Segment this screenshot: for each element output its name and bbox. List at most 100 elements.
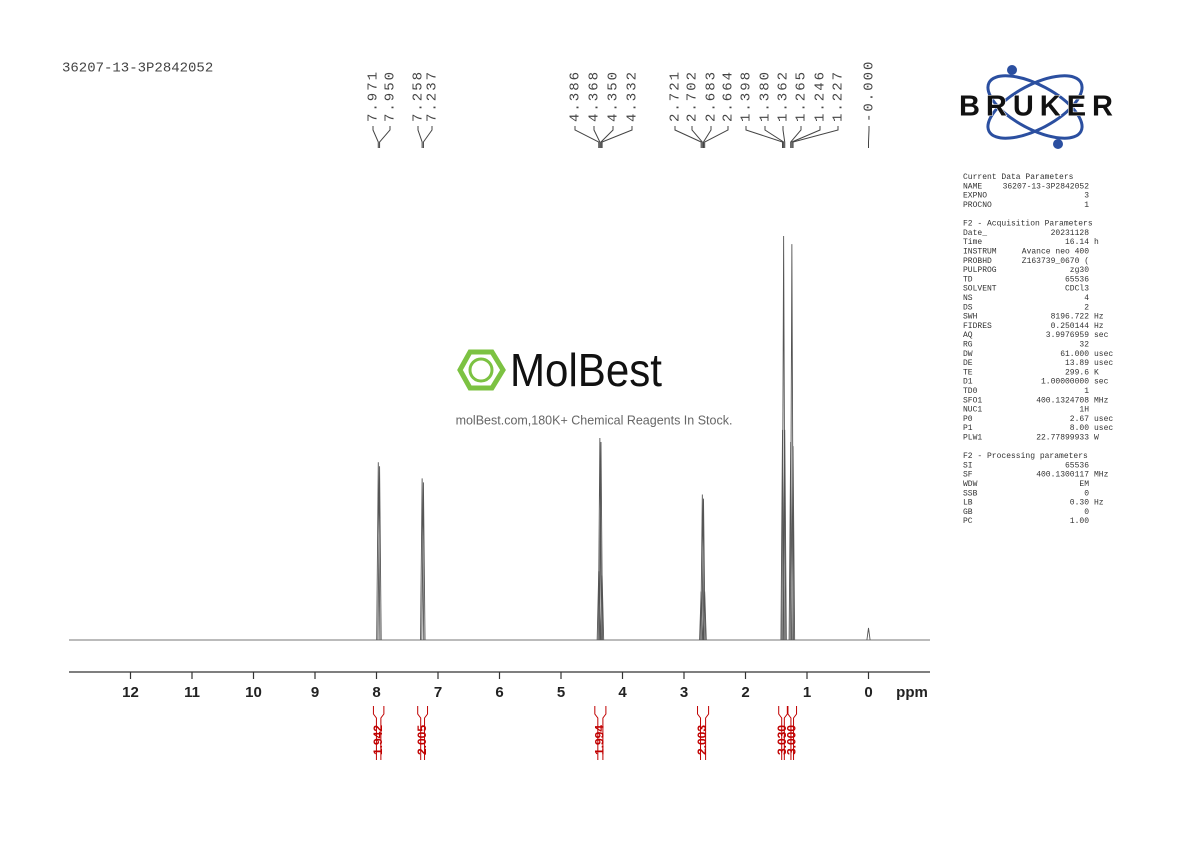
x-tick-label: 2 bbox=[741, 684, 749, 701]
x-tick-label: 9 bbox=[311, 684, 319, 701]
param-value: 2 bbox=[1084, 303, 1089, 312]
param-name: FIDRES bbox=[963, 322, 992, 331]
param-value: 22.77899933 bbox=[1036, 434, 1089, 443]
peak-connector bbox=[417, 126, 423, 148]
peak-connector bbox=[574, 126, 600, 148]
param-section-title: F2 - Acquisition Parameters bbox=[963, 220, 1093, 229]
param-name: TD0 bbox=[963, 387, 978, 396]
watermark-brand: MolBest bbox=[510, 344, 662, 396]
integral-bracket bbox=[417, 706, 429, 760]
param-value: 400.1300117 bbox=[1036, 471, 1089, 480]
x-tick-label: 3 bbox=[680, 684, 688, 701]
param-name: TD bbox=[963, 275, 973, 284]
param-value: 4 bbox=[1084, 294, 1089, 303]
param-unit: K bbox=[1094, 368, 1099, 377]
peak-label: 4.386 bbox=[568, 70, 584, 122]
param-name: TE bbox=[963, 368, 973, 377]
peak bbox=[781, 235, 786, 641]
logo-dot bbox=[1007, 65, 1017, 75]
integral-label: 3.000 bbox=[784, 725, 798, 755]
peak-connector bbox=[792, 126, 839, 148]
peak-label: 1.398 bbox=[739, 70, 755, 122]
param-value: 20231128 bbox=[1051, 229, 1090, 238]
param-value: 61.000 bbox=[1060, 350, 1089, 359]
peak-connector bbox=[600, 126, 614, 148]
peak-connector bbox=[422, 126, 433, 148]
param-name: WDW bbox=[963, 480, 978, 489]
param-name: DE bbox=[963, 359, 973, 368]
param-value: 13.89 bbox=[1065, 359, 1089, 368]
peak-label: 7.258 bbox=[411, 70, 427, 122]
param-section-title: F2 - Processing parameters bbox=[963, 452, 1088, 461]
peak-label: 1.227 bbox=[831, 70, 847, 122]
param-name: EXPNO bbox=[963, 192, 987, 201]
param-unit: MHz bbox=[1094, 471, 1109, 480]
peak-connector bbox=[372, 126, 379, 148]
param-name: P0 bbox=[963, 415, 973, 424]
peak bbox=[700, 494, 705, 641]
peak bbox=[866, 627, 871, 641]
param-section-title: Current Data Parameters bbox=[963, 173, 1074, 182]
integral-label: 1.942 bbox=[371, 725, 385, 755]
param-value: 65536 bbox=[1065, 275, 1089, 284]
param-value: 1 bbox=[1084, 387, 1089, 396]
param-unit: usec bbox=[1094, 415, 1113, 424]
integral-label: 1.994 bbox=[593, 725, 607, 755]
peak-connector bbox=[691, 126, 703, 148]
logo-orbit bbox=[986, 74, 1084, 140]
bruker-logo: BRUKER bbox=[959, 65, 1114, 149]
peak bbox=[790, 446, 796, 641]
integral-label: 2.005 bbox=[415, 725, 429, 755]
peak-label: 4.368 bbox=[587, 70, 603, 122]
x-tick-label: 12 bbox=[122, 684, 139, 701]
param-name: SSB bbox=[963, 489, 978, 498]
param-unit: Hz bbox=[1094, 499, 1104, 508]
x-axis-label: ppm bbox=[896, 684, 928, 701]
param-unit: MHz bbox=[1094, 396, 1109, 405]
param-name: SOLVENT bbox=[963, 285, 997, 294]
param-name: GB bbox=[963, 508, 973, 517]
param-name: NUC1 bbox=[963, 406, 982, 415]
logo-dot bbox=[1053, 139, 1063, 149]
peak-label: 1.380 bbox=[758, 70, 774, 122]
param-name: PROCNO bbox=[963, 201, 992, 210]
x-tick-label: 10 bbox=[245, 684, 262, 701]
param-value: 65536 bbox=[1065, 461, 1089, 470]
param-name: D1 bbox=[963, 378, 973, 387]
param-value: 0.250144 bbox=[1051, 322, 1090, 331]
x-tick-label: 1 bbox=[803, 684, 811, 701]
integral-label: 3.030 bbox=[775, 725, 789, 755]
watermark-hexagon bbox=[457, 349, 506, 391]
peak-label: 4.332 bbox=[625, 70, 641, 122]
param-value: 400.1324708 bbox=[1036, 396, 1089, 405]
integral-bracket bbox=[594, 706, 607, 760]
param-value: 16.14 bbox=[1065, 238, 1089, 247]
param-name: DW bbox=[963, 350, 973, 359]
param-name: SF bbox=[963, 471, 973, 480]
param-unit: usec bbox=[1094, 424, 1113, 433]
peak-label: 4.350 bbox=[606, 70, 622, 122]
peak-connector bbox=[790, 126, 802, 148]
param-name: NS bbox=[963, 294, 973, 303]
x-tick-label: 0 bbox=[864, 684, 872, 701]
param-name: PROBHD bbox=[963, 257, 992, 266]
peak-label: 2.664 bbox=[721, 70, 737, 122]
param-name: SI bbox=[963, 461, 973, 470]
peak-label: 1.362 bbox=[776, 70, 792, 122]
param-value: 8.00 bbox=[1070, 424, 1089, 433]
param-value: 1.00 bbox=[1070, 517, 1089, 526]
param-name: DS bbox=[963, 303, 973, 312]
watermark-tagline: molBest.com,180K+ Chemical Reagents In S… bbox=[456, 413, 733, 427]
peak-label: -0.000 bbox=[862, 60, 878, 122]
param-unit: sec bbox=[1094, 378, 1109, 387]
peak-connector bbox=[782, 126, 786, 148]
integral-label: 2.003 bbox=[695, 725, 709, 755]
peak-connector bbox=[601, 126, 633, 148]
param-value: zg30 bbox=[1070, 266, 1089, 275]
param-name: PC bbox=[963, 517, 973, 526]
param-unit: sec bbox=[1094, 331, 1109, 340]
param-name: Time bbox=[963, 238, 982, 247]
peak-label: 7.237 bbox=[425, 70, 441, 122]
peak-connector bbox=[704, 126, 729, 148]
